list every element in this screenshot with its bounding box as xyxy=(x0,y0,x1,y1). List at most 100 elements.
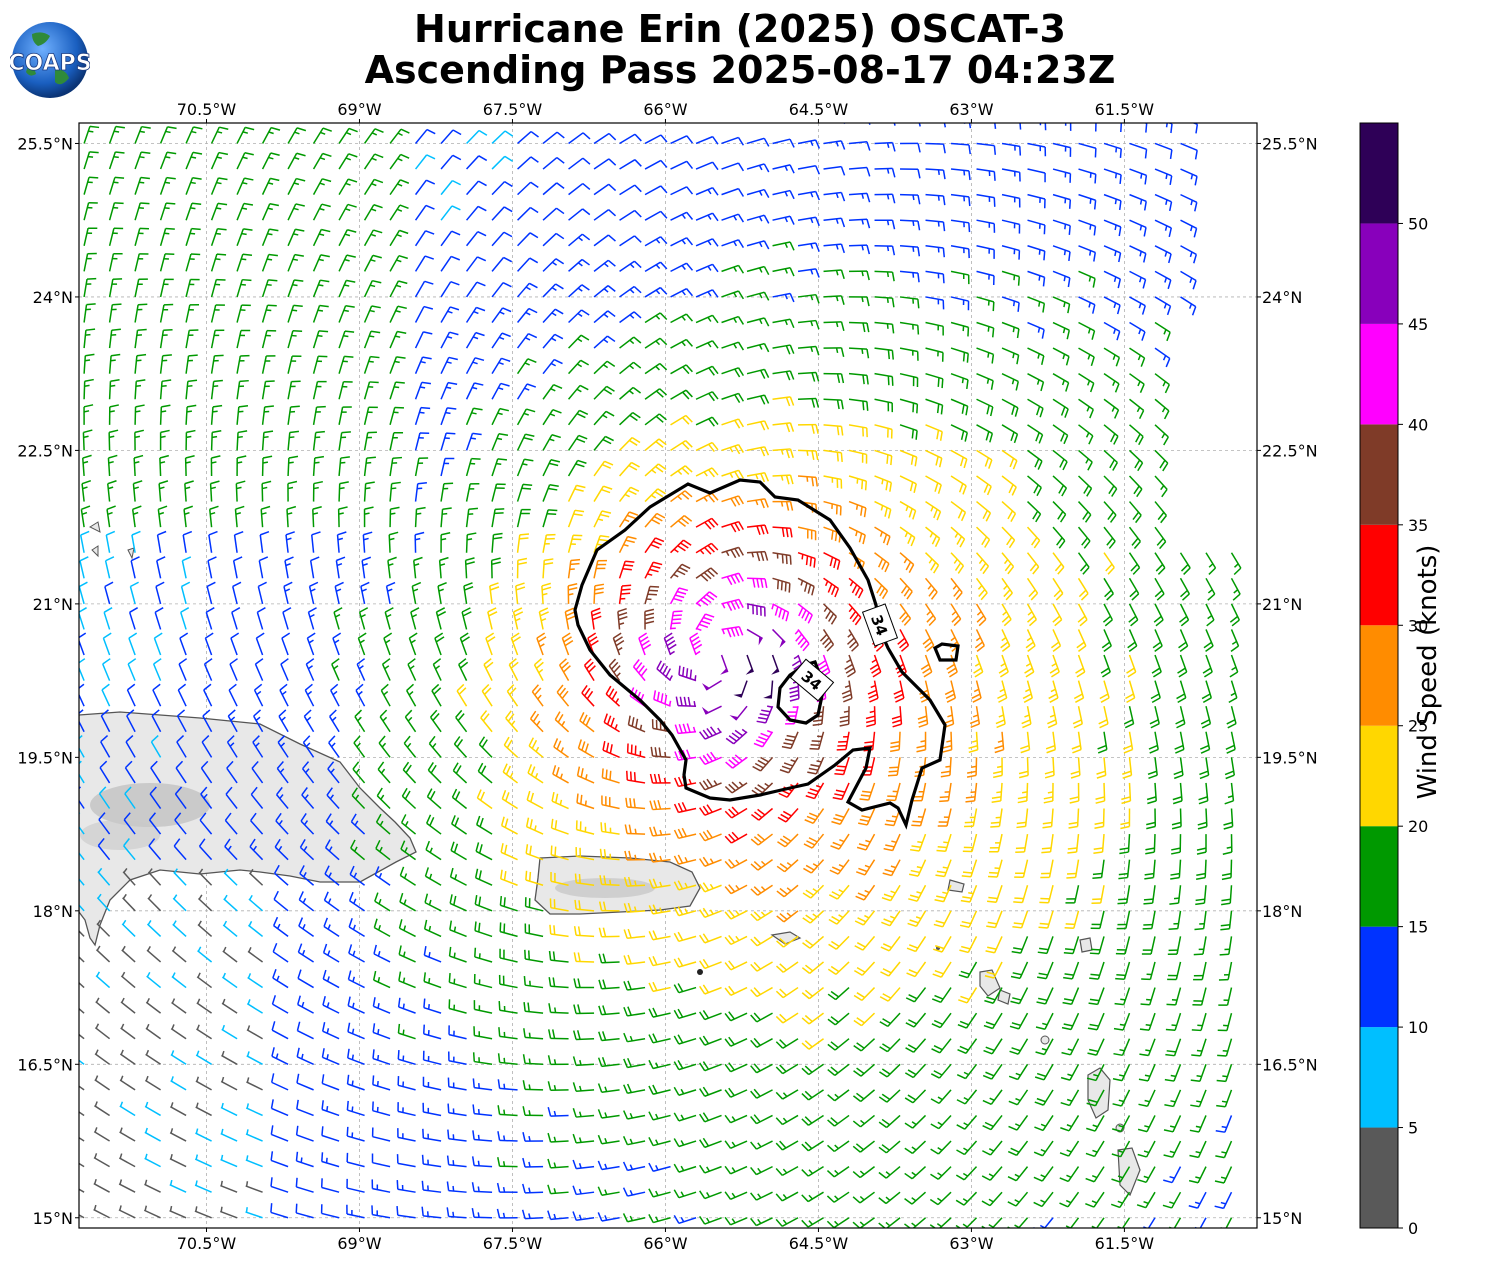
wind-barb xyxy=(296,1099,314,1117)
wind-barb xyxy=(125,734,136,758)
wind-barb xyxy=(598,927,620,938)
wind-barb xyxy=(440,507,452,528)
wind-barb xyxy=(925,398,944,415)
wind-barb xyxy=(839,706,850,727)
wind-barb xyxy=(699,1112,722,1123)
wind-barb xyxy=(424,893,442,912)
wind-barb xyxy=(1229,603,1240,627)
wind-barb xyxy=(1103,424,1119,445)
wind-barb xyxy=(1218,987,1233,1006)
wind-barb xyxy=(134,227,149,246)
wind-barb xyxy=(1189,1140,1207,1159)
wind-barb xyxy=(270,1177,289,1193)
wind-barb xyxy=(975,603,987,627)
wind-barb xyxy=(396,1154,416,1168)
colorbar-tick-label: 25 xyxy=(1408,717,1428,736)
wind-barb xyxy=(1063,936,1080,955)
wind-barb xyxy=(510,632,521,656)
chart-title: Hurricane Erin (2025) OSCAT-3 xyxy=(414,7,1066,51)
wind-barb xyxy=(1039,123,1047,131)
hispaniola-land xyxy=(79,711,417,947)
wind-barb xyxy=(803,833,825,849)
wind-barb xyxy=(925,500,942,521)
wind-barb xyxy=(362,531,373,553)
wind-barb xyxy=(414,482,427,502)
wind-barb xyxy=(399,892,416,912)
wind-barb xyxy=(547,1029,569,1040)
wind-barb xyxy=(447,1051,467,1066)
wind-barb xyxy=(619,386,642,400)
wind-barb xyxy=(119,1127,136,1142)
wind-barb xyxy=(372,1023,391,1040)
wind-barb xyxy=(567,509,585,528)
wind-barb xyxy=(721,136,745,146)
wind-barb xyxy=(899,372,919,387)
wind-barb xyxy=(867,680,879,703)
wind-barb xyxy=(936,833,952,853)
wind-barb xyxy=(447,1103,467,1117)
wind-barb xyxy=(965,782,978,803)
wind-barb xyxy=(797,190,820,201)
wind-barb xyxy=(1001,168,1021,182)
wind-barb xyxy=(185,379,198,400)
wind-barb xyxy=(772,164,795,174)
wind-barb xyxy=(472,1078,493,1091)
wind-barb xyxy=(976,193,996,207)
wind-barb xyxy=(1200,706,1212,729)
wind-barb xyxy=(1180,296,1197,316)
wind-barb xyxy=(108,176,125,195)
colorbar-bin xyxy=(1360,1127,1398,1228)
wind-barb xyxy=(648,930,671,941)
wind-barb xyxy=(523,1002,544,1014)
wind-barb xyxy=(593,310,616,324)
wind-barb xyxy=(848,475,868,491)
wind-barb xyxy=(169,1102,187,1117)
wind-barb xyxy=(154,607,164,630)
wind-barb xyxy=(79,838,85,861)
wind-barb xyxy=(236,253,253,272)
wind-barb xyxy=(422,1076,442,1091)
wind-barb xyxy=(1120,808,1131,830)
wind-barb xyxy=(848,347,870,359)
wind-barb xyxy=(406,683,417,707)
wind-barb xyxy=(593,360,616,375)
wind-barb xyxy=(312,254,330,272)
wind-barb xyxy=(550,845,569,861)
wind-barb xyxy=(220,1102,238,1117)
wind-barb xyxy=(1069,782,1080,804)
wind-barb xyxy=(332,632,342,656)
lat-tick-label-right: 19.5°N xyxy=(1262,748,1318,767)
wind-barb xyxy=(746,291,770,301)
wind-barb xyxy=(375,839,391,861)
wind-barb xyxy=(176,709,187,733)
wind-barb xyxy=(421,1180,442,1193)
wind-barb xyxy=(1078,193,1097,210)
wind-barb xyxy=(547,1132,569,1143)
chart-subtitle: Ascending Pass 2025-08-17 04:23Z xyxy=(364,48,1116,92)
wind-barb xyxy=(695,613,715,632)
wind-barb xyxy=(414,128,436,144)
wind-barb xyxy=(1024,654,1035,678)
wind-barb xyxy=(465,331,485,349)
wind-barb xyxy=(122,893,136,912)
wind-barb xyxy=(1016,808,1029,829)
wind-barb xyxy=(849,296,870,307)
wind-barb xyxy=(827,1012,850,1026)
wind-barb xyxy=(904,1063,927,1079)
wind-barb xyxy=(1163,1115,1182,1133)
wind-barb xyxy=(144,1127,161,1142)
wind-barb xyxy=(848,603,862,626)
wind-barb xyxy=(79,930,85,937)
wind-barb xyxy=(548,950,569,963)
wind-barb xyxy=(79,607,87,630)
wind-barb xyxy=(108,303,122,323)
wind-barb xyxy=(1026,526,1041,549)
wind-barb xyxy=(1103,475,1118,497)
wind-barb xyxy=(827,1140,850,1153)
wind-barb xyxy=(245,1181,263,1193)
wind-barb xyxy=(1027,142,1047,157)
wind-barb xyxy=(874,475,893,492)
wind-barb xyxy=(982,1063,1003,1080)
wind-barb xyxy=(823,398,844,410)
wind-barb xyxy=(93,1204,110,1219)
